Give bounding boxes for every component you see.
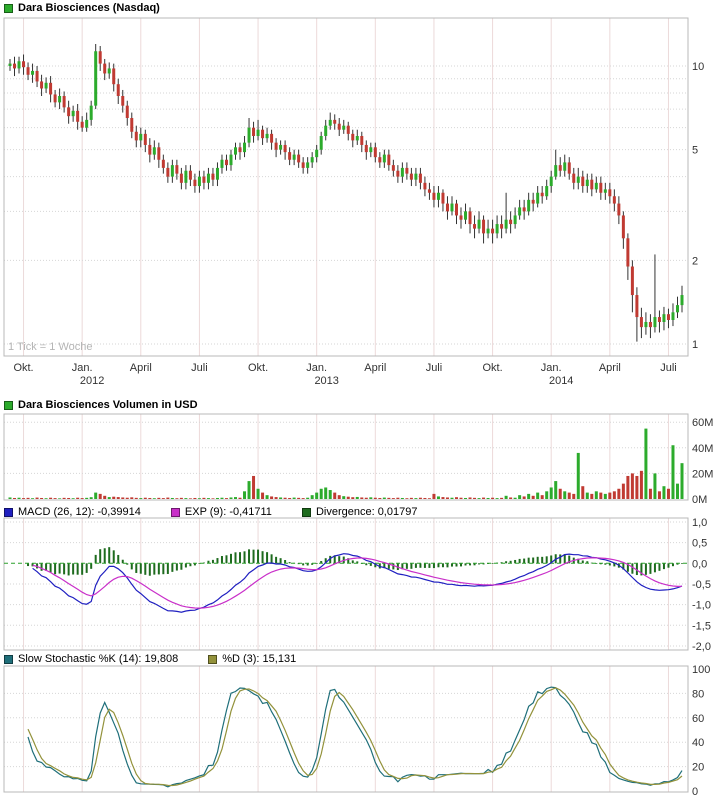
divergence-legend-item: Divergence: 0,01797: [301, 506, 418, 518]
svg-text:1 Tick = 1 Woche: 1 Tick = 1 Woche: [8, 341, 92, 353]
stoch-d-legend-item: %D (3): 15,131: [208, 653, 296, 665]
svg-text:20M: 20M: [692, 468, 713, 480]
svg-text:0M: 0M: [692, 494, 707, 506]
svg-text:Okt.: Okt.: [13, 362, 33, 374]
svg-text:2013: 2013: [314, 375, 338, 387]
svg-text:20: 20: [692, 762, 704, 774]
exp-label: EXP (9): -0,41711: [184, 506, 272, 518]
macd-label: MACD (26, 12): -0,39914: [18, 506, 141, 518]
volume-legend: Dara Biosciences Volumen in USD: [4, 399, 198, 411]
svg-text:1,0: 1,0: [692, 517, 707, 529]
svg-text:40: 40: [692, 737, 704, 749]
volume-title: Dara Biosciences Volumen in USD: [18, 399, 198, 411]
svg-text:40M: 40M: [692, 443, 713, 455]
svg-text:5: 5: [692, 145, 698, 157]
price-series-icon: [4, 3, 13, 13]
divergence-icon: [301, 507, 311, 517]
svg-text:60M: 60M: [692, 417, 713, 429]
svg-text:-1,5: -1,5: [692, 620, 711, 632]
svg-text:Jan.: Jan.: [72, 362, 93, 374]
svg-text:100: 100: [692, 664, 710, 676]
stochastic-legend: Slow Stochastic %K (14): 19,808 %D (3): …: [4, 653, 326, 665]
svg-text:-2,0: -2,0: [692, 641, 711, 653]
stoch-k-label: Slow Stochastic %K (14): 19,808: [18, 653, 179, 665]
price-title: Dara Biosciences (Nasdaq): [18, 2, 160, 14]
svg-text:-1,0: -1,0: [692, 600, 711, 612]
exp-line-icon: [170, 507, 180, 517]
svg-text:April: April: [130, 362, 152, 374]
svg-text:Jan.: Jan.: [541, 362, 562, 374]
svg-text:10: 10: [692, 61, 704, 73]
exp-legend-item: EXP (9): -0,41711: [170, 506, 272, 518]
divergence-label: Divergence: 0,01797: [315, 506, 418, 518]
stoch-k-icon: [4, 654, 13, 664]
svg-text:-0,5: -0,5: [692, 579, 711, 591]
stoch-k-legend-item: Slow Stochastic %K (14): 19,808: [4, 653, 178, 665]
svg-text:0: 0: [692, 786, 698, 796]
svg-text:2: 2: [692, 255, 698, 267]
svg-text:Juli: Juli: [426, 362, 443, 374]
macd-line-icon: [4, 507, 13, 517]
svg-text:2012: 2012: [80, 375, 104, 387]
svg-text:Okt.: Okt.: [482, 362, 502, 374]
volume-series-icon: [4, 400, 13, 410]
svg-text:Jan.: Jan.: [306, 362, 327, 374]
stoch-d-label: %D (3): 15,131: [222, 653, 297, 665]
svg-text:0,0: 0,0: [692, 558, 707, 570]
svg-text:Juli: Juli: [191, 362, 208, 374]
svg-text:April: April: [364, 362, 386, 374]
svg-text:80: 80: [692, 688, 704, 700]
svg-text:1: 1: [692, 339, 698, 351]
price-legend: Dara Biosciences (Nasdaq): [4, 2, 160, 14]
macd-legend: MACD (26, 12): -0,39914 EXP (9): -0,4171…: [4, 506, 447, 518]
svg-text:2014: 2014: [549, 375, 573, 387]
svg-text:Juli: Juli: [660, 362, 677, 374]
svg-text:0,5: 0,5: [692, 538, 707, 550]
svg-text:Okt.: Okt.: [248, 362, 268, 374]
svg-text:April: April: [599, 362, 621, 374]
stoch-d-icon: [208, 654, 218, 664]
macd-legend-item: MACD (26, 12): -0,39914: [4, 506, 141, 518]
svg-text:60: 60: [692, 713, 704, 725]
